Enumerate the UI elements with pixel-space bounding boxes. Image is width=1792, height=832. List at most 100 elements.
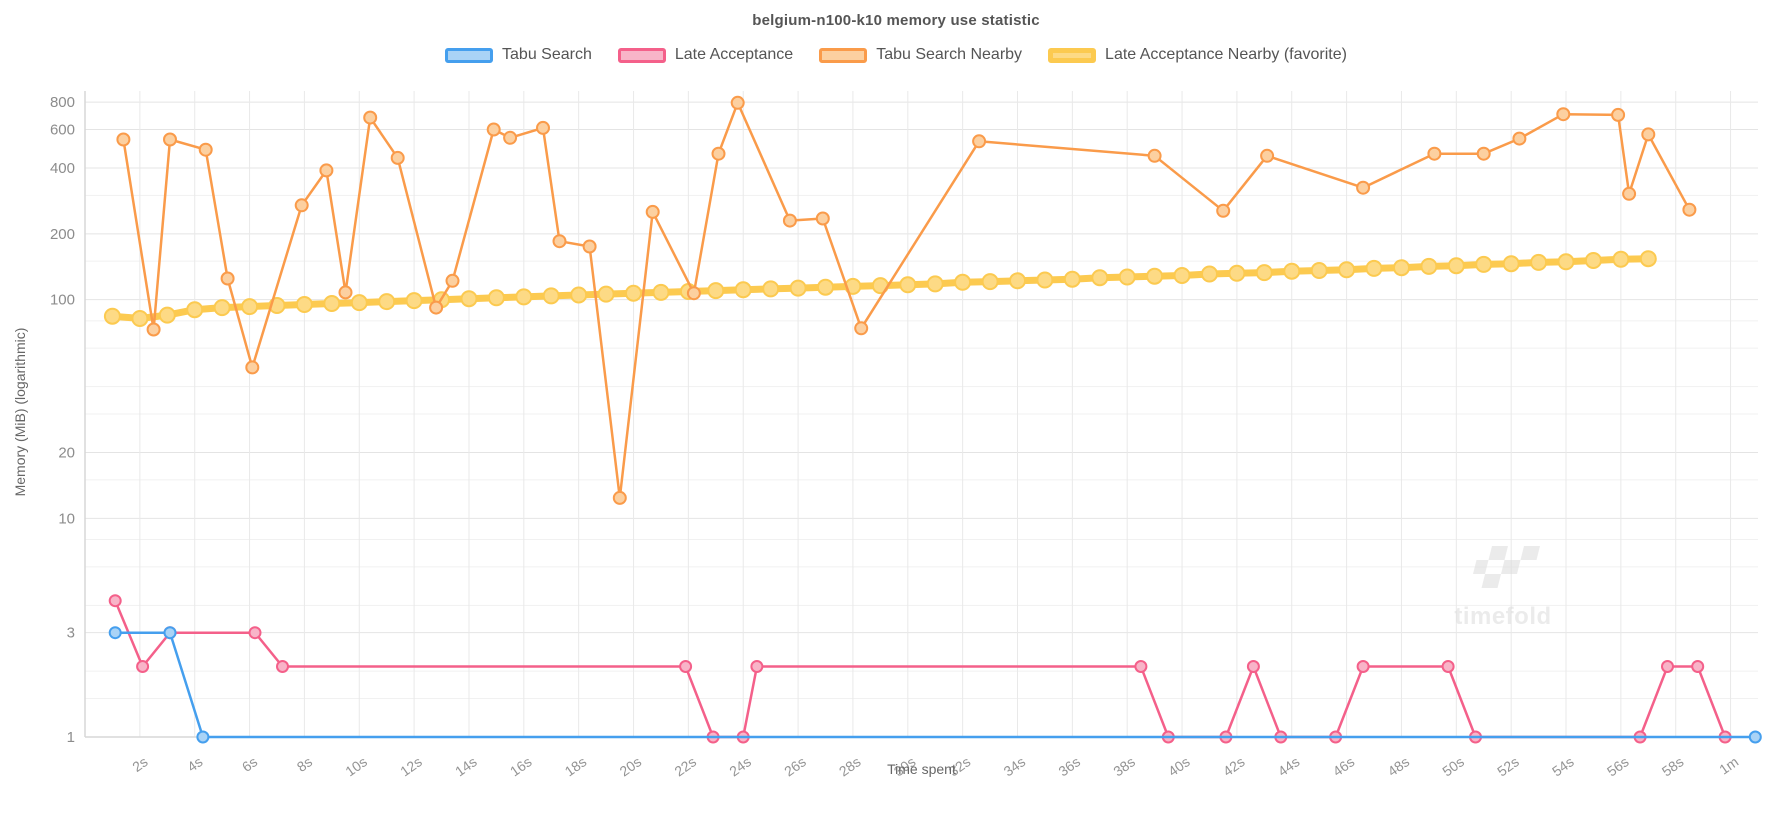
data-point-late-acceptance-nearby-favorite[interactable] — [1063, 270, 1081, 288]
data-point-tabu-search-nearby[interactable] — [686, 286, 701, 301]
data-point-late-acceptance-nearby-favorite[interactable] — [1228, 264, 1246, 282]
data-point-late-acceptance[interactable] — [1246, 660, 1260, 673]
data-point-late-acceptance-nearby-favorite[interactable] — [1310, 262, 1328, 279]
data-point-tabu-search-nearby[interactable] — [294, 198, 309, 213]
data-point-late-acceptance-nearby-favorite[interactable] — [515, 288, 533, 306]
data-point-late-acceptance[interactable] — [108, 594, 122, 608]
data-point-late-acceptance-nearby-favorite[interactable] — [954, 273, 972, 291]
legend-item-tabu-search[interactable]: Tabu Search — [445, 46, 592, 64]
data-point-late-acceptance[interactable] — [1691, 660, 1705, 673]
data-point-late-acceptance-nearby-favorite[interactable] — [926, 275, 944, 293]
data-point-late-acceptance-nearby-favorite[interactable] — [1475, 255, 1493, 273]
data-point-tabu-search-nearby[interactable] — [116, 132, 131, 147]
data-point-tabu-search-nearby[interactable] — [1611, 107, 1626, 122]
data-point-late-acceptance-nearby-favorite[interactable] — [652, 283, 670, 301]
data-point-tabu-search[interactable] — [108, 626, 122, 640]
data-point-tabu-search-nearby[interactable] — [1556, 107, 1571, 122]
data-point-late-acceptance-nearby-favorite[interactable] — [1118, 268, 1136, 286]
data-point-tabu-search-nearby[interactable] — [198, 142, 213, 157]
data-point-late-acceptance-nearby-favorite[interactable] — [707, 282, 725, 300]
data-point-late-acceptance-nearby-favorite[interactable] — [1584, 252, 1602, 269]
data-point-tabu-search-nearby[interactable] — [645, 204, 660, 219]
data-point-tabu-search-nearby[interactable] — [854, 321, 869, 336]
data-point-late-acceptance-nearby-favorite[interactable] — [762, 280, 780, 298]
data-point-tabu-search-nearby[interactable] — [536, 120, 550, 135]
data-point-tabu-search-nearby[interactable] — [1682, 202, 1697, 217]
data-point-late-acceptance-nearby-favorite[interactable] — [1338, 261, 1356, 279]
data-point-tabu-search-nearby[interactable] — [445, 273, 460, 288]
data-point-tabu-search-nearby[interactable] — [972, 134, 987, 149]
data-point-tabu-search-nearby[interactable] — [486, 122, 501, 137]
data-point-late-acceptance-nearby-favorite[interactable] — [1393, 259, 1410, 277]
data-point-tabu-search-nearby[interactable] — [730, 95, 745, 110]
data-point-late-acceptance-nearby-favorite[interactable] — [213, 299, 231, 317]
data-point-tabu-search-nearby[interactable] — [782, 213, 797, 228]
data-point-tabu-search-nearby[interactable] — [146, 322, 161, 337]
data-point-late-acceptance-nearby-favorite[interactable] — [899, 276, 917, 294]
data-point-late-acceptance-nearby-favorite[interactable] — [350, 294, 368, 312]
data-point-late-acceptance-nearby-favorite[interactable] — [158, 306, 176, 324]
data-point-tabu-search[interactable] — [196, 730, 210, 744]
data-point-tabu-search-nearby[interactable] — [1641, 127, 1656, 142]
data-point-late-acceptance-nearby-favorite[interactable] — [1283, 262, 1301, 280]
data-point-late-acceptance-nearby-favorite[interactable] — [817, 278, 834, 296]
data-point-late-acceptance-nearby-favorite[interactable] — [789, 279, 807, 297]
data-point-tabu-search-nearby[interactable] — [429, 300, 444, 315]
data-point-tabu-search-nearby[interactable] — [1622, 186, 1637, 201]
data-point-late-acceptance-nearby-favorite[interactable] — [103, 307, 121, 325]
data-point-late-acceptance-nearby-favorite[interactable] — [1612, 250, 1630, 268]
data-point-tabu-search-nearby[interactable] — [711, 146, 726, 161]
data-point-late-acceptance[interactable] — [1441, 660, 1455, 673]
data-point-late-acceptance-nearby-favorite[interactable] — [1173, 267, 1191, 284]
data-point-late-acceptance-nearby-favorite[interactable] — [241, 298, 259, 316]
data-point-late-acceptance-nearby-favorite[interactable] — [1530, 253, 1548, 271]
data-point-late-acceptance-nearby-favorite[interactable] — [625, 284, 642, 302]
data-point-late-acceptance-nearby-favorite[interactable] — [1639, 250, 1657, 268]
data-point-late-acceptance[interactable] — [1356, 660, 1370, 673]
data-point-tabu-search-nearby[interactable] — [1147, 148, 1162, 163]
data-point-tabu-search-nearby[interactable] — [220, 271, 235, 286]
data-point-late-acceptance-nearby-favorite[interactable] — [1502, 255, 1520, 273]
data-point-tabu-search-nearby[interactable] — [1512, 131, 1527, 146]
data-point-late-acceptance-nearby-favorite[interactable] — [1447, 257, 1465, 275]
data-point-late-acceptance-nearby-favorite[interactable] — [1365, 259, 1383, 277]
data-point-late-acceptance-nearby-favorite[interactable] — [981, 273, 999, 291]
data-point-late-acceptance-nearby-favorite[interactable] — [542, 287, 560, 305]
data-point-late-acceptance[interactable] — [750, 660, 764, 673]
data-point-tabu-search-nearby[interactable] — [338, 285, 353, 300]
data-point-late-acceptance-nearby-favorite[interactable] — [1036, 271, 1054, 289]
data-point-late-acceptance-nearby-favorite[interactable] — [570, 286, 588, 304]
data-point-late-acceptance-nearby-favorite[interactable] — [295, 296, 313, 313]
data-point-tabu-search-nearby[interactable] — [1356, 180, 1371, 195]
legend-item-late-acceptance-nearby-favorite[interactable]: Late Acceptance Nearby (favorite) — [1048, 46, 1347, 64]
data-point-tabu-search-nearby[interactable] — [1260, 148, 1275, 163]
data-point-tabu-search[interactable] — [163, 626, 177, 640]
data-point-late-acceptance-nearby-favorite[interactable] — [1420, 257, 1438, 275]
data-point-tabu-search-nearby[interactable] — [363, 110, 378, 125]
data-point-late-acceptance[interactable] — [136, 660, 150, 673]
data-point-late-acceptance[interactable] — [1661, 660, 1674, 673]
data-point-tabu-search[interactable] — [1748, 730, 1762, 744]
legend-item-tabu-search-nearby[interactable]: Tabu Search Nearby — [819, 46, 1022, 64]
data-point-late-acceptance-nearby-favorite[interactable] — [405, 292, 423, 310]
data-point-late-acceptance-nearby-favorite[interactable] — [1091, 269, 1109, 287]
data-point-late-acceptance[interactable] — [248, 626, 262, 640]
data-point-late-acceptance-nearby-favorite[interactable] — [1557, 253, 1575, 271]
data-point-tabu-search-nearby[interactable] — [503, 130, 518, 145]
legend-item-late-acceptance[interactable]: Late Acceptance — [617, 46, 793, 64]
data-point-late-acceptance[interactable] — [276, 660, 289, 673]
data-point-tabu-search-nearby[interactable] — [390, 150, 405, 165]
data-point-tabu-search-nearby[interactable] — [552, 234, 567, 249]
data-point-late-acceptance-nearby-favorite[interactable] — [186, 301, 204, 319]
data-point-late-acceptance-nearby-favorite[interactable] — [597, 285, 615, 303]
data-point-late-acceptance[interactable] — [679, 660, 693, 673]
data-point-tabu-search-nearby[interactable] — [582, 239, 597, 254]
data-point-late-acceptance-nearby-favorite[interactable] — [460, 290, 478, 308]
data-point-tabu-search-nearby[interactable] — [1427, 146, 1442, 161]
data-point-tabu-search-nearby[interactable] — [319, 163, 334, 178]
data-point-late-acceptance-nearby-favorite[interactable] — [323, 295, 341, 312]
data-point-late-acceptance-nearby-favorite[interactable] — [131, 310, 149, 327]
data-point-tabu-search-nearby[interactable] — [815, 211, 830, 226]
